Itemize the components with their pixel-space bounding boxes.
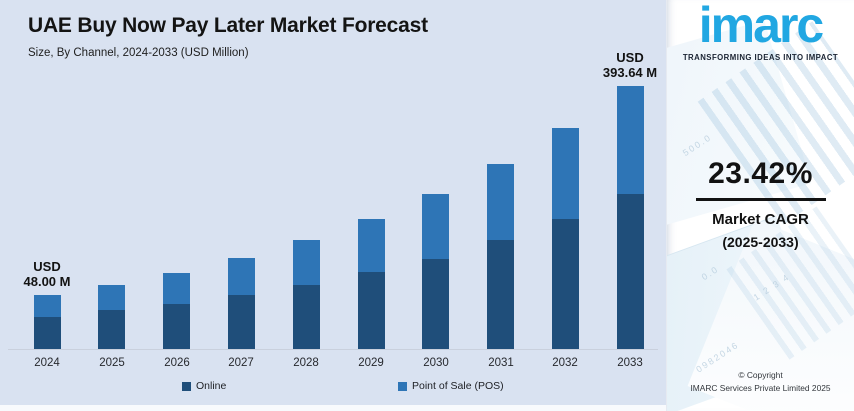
copyright-line2: IMARC Services Private Limited 2025 bbox=[690, 383, 831, 393]
bottom-strip bbox=[0, 405, 666, 411]
bar-online-2026 bbox=[163, 304, 190, 349]
bar-pos-2030 bbox=[422, 194, 449, 259]
bar-online-2032 bbox=[552, 219, 579, 349]
x-tick-2030: 2030 bbox=[423, 357, 449, 369]
watermark-text: 500.0 bbox=[680, 131, 714, 159]
page-title: UAE Buy Now Pay Later Market Forecast bbox=[28, 14, 428, 37]
chart-panel: UAE Buy Now Pay Later Market Forecast Si… bbox=[0, 0, 666, 411]
x-tick-2028: 2028 bbox=[293, 357, 319, 369]
x-tick-2025: 2025 bbox=[99, 357, 125, 369]
bar-pos-2028 bbox=[293, 240, 320, 285]
bar-online-2033 bbox=[617, 194, 644, 349]
x-tick-2026: 2026 bbox=[164, 357, 190, 369]
bar-online-2024 bbox=[34, 317, 61, 349]
cagr-period: (2025-2033) bbox=[722, 234, 799, 250]
bar-pos-2033 bbox=[617, 86, 644, 194]
bar-pos-2024 bbox=[34, 295, 61, 317]
copyright: © Copyright IMARC Services Private Limit… bbox=[667, 369, 854, 395]
bar-online-2025 bbox=[98, 310, 125, 349]
cagr-value: 23.42% bbox=[708, 157, 813, 190]
x-tick-2032: 2032 bbox=[552, 357, 578, 369]
cagr-divider bbox=[695, 198, 826, 201]
bar-online-2027 bbox=[228, 295, 255, 349]
bar-online-2028 bbox=[293, 285, 320, 349]
legend-label: Point of Sale (POS) bbox=[412, 380, 504, 392]
x-tick-2033: 2033 bbox=[617, 357, 643, 369]
brand-panel: 500.0 0.0 1 2 3 4 0982046 imarc TRANSFORMIN… bbox=[666, 0, 854, 411]
bar-pos-2027 bbox=[228, 258, 255, 295]
x-tick-2027: 2027 bbox=[228, 357, 254, 369]
legend-swatch bbox=[182, 381, 191, 391]
x-tick-2029: 2029 bbox=[358, 357, 384, 369]
bar-pos-2032 bbox=[552, 128, 579, 219]
bar-pos-2029 bbox=[358, 219, 385, 272]
legend-item-online: Online bbox=[182, 380, 226, 392]
watermark-text: 1 2 3 4 bbox=[751, 271, 792, 303]
x-tick-2031: 2031 bbox=[488, 357, 514, 369]
value-label-2033: USD 393.64 M bbox=[602, 50, 658, 80]
imarc-logo-text: imarc bbox=[698, 0, 824, 53]
cagr-block: 23.42% Market CAGR (2025-2033) bbox=[667, 157, 854, 250]
legend-swatch bbox=[398, 381, 407, 391]
imarc-logo-tagline: TRANSFORMING IDEAS INTO IMPACT bbox=[682, 52, 839, 62]
legend-item-pos: Point of Sale (POS) bbox=[398, 380, 504, 392]
bar-pos-2031 bbox=[487, 164, 514, 240]
value-label-2024: USD 48.00 M bbox=[23, 259, 71, 289]
x-tick-2024: 2024 bbox=[34, 357, 60, 369]
page-subtitle: Size, By Channel, 2024-2033 (USD Million… bbox=[28, 47, 249, 59]
bar-online-2029 bbox=[358, 272, 385, 349]
watermark-text: 0.0 bbox=[699, 263, 721, 283]
bar-online-2030 bbox=[422, 259, 449, 349]
imarc-logo: imarc TRANSFORMING IDEAS INTO IMPACT bbox=[667, 0, 854, 62]
bar-pos-2025 bbox=[98, 285, 125, 310]
bar-pos-2026 bbox=[163, 273, 190, 304]
legend-label: Online bbox=[196, 380, 227, 392]
cagr-label: Market CAGR bbox=[712, 211, 809, 228]
bar-online-2031 bbox=[487, 240, 514, 349]
copyright-line1: © Copyright bbox=[738, 370, 783, 380]
x-axis-line bbox=[8, 349, 658, 350]
